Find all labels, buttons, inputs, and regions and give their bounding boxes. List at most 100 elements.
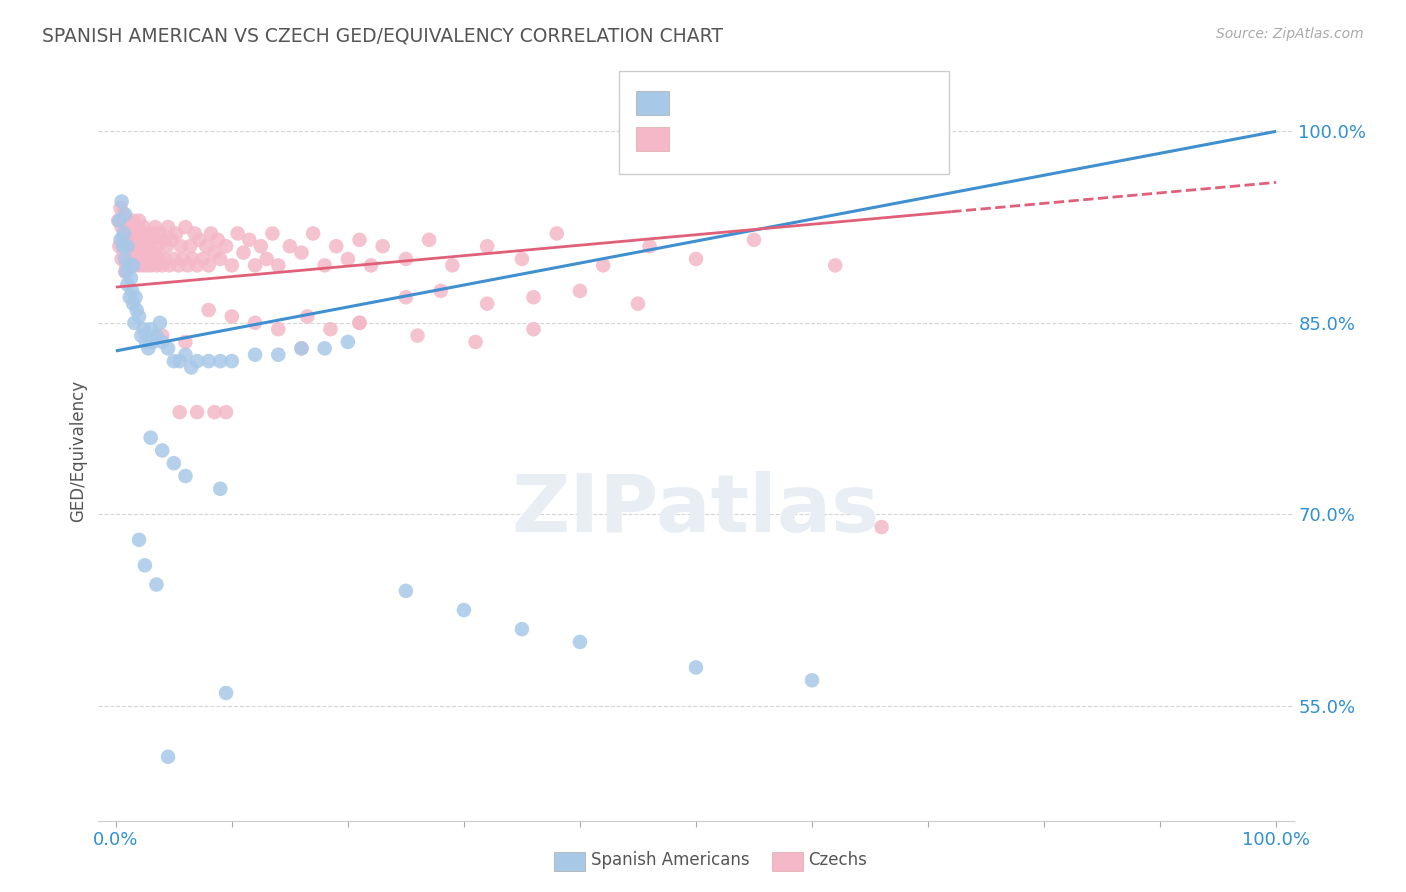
Point [117, 259, 139, 273]
Point [139, 431, 162, 445]
Point [191, 252, 214, 266]
Point [441, 259, 464, 273]
Point [165, 227, 187, 241]
Point [360, 259, 382, 273]
Point [418, 233, 440, 247]
Point [475, 239, 498, 253]
Point [152, 233, 174, 247]
Point [125, 220, 148, 235]
Point [150, 443, 173, 458]
Text: 0.169: 0.169 [718, 98, 775, 116]
Point [134, 558, 156, 573]
Point [139, 259, 162, 273]
Point [139, 322, 162, 336]
Point [314, 259, 336, 273]
Point [200, 227, 222, 241]
Point [160, 233, 183, 247]
Point [118, 252, 141, 266]
Point [592, 259, 614, 273]
Point [131, 328, 153, 343]
Point [134, 233, 156, 247]
Point [157, 259, 180, 273]
Point [429, 284, 451, 298]
Point [278, 239, 301, 253]
Point [568, 284, 591, 298]
Point [395, 252, 418, 266]
Point [169, 405, 191, 419]
Point [209, 482, 232, 496]
Point [349, 316, 371, 330]
Point [267, 322, 290, 336]
Point [117, 227, 139, 241]
Text: Source: ZipAtlas.com: Source: ZipAtlas.com [1216, 27, 1364, 41]
Point [132, 220, 155, 235]
Point [150, 259, 173, 273]
Text: N =: N = [769, 134, 821, 152]
Point [148, 252, 170, 266]
Point [124, 245, 146, 260]
Point [221, 310, 243, 324]
Point [801, 673, 824, 688]
Point [243, 259, 266, 273]
Point [145, 328, 167, 343]
Point [180, 360, 202, 375]
Point [349, 316, 371, 330]
Point [395, 583, 418, 598]
Point [114, 252, 136, 266]
Point [118, 220, 141, 235]
Point [181, 252, 204, 266]
Point [250, 239, 273, 253]
Point [243, 316, 266, 330]
Point [117, 245, 139, 260]
Point [128, 252, 150, 266]
Text: R =: R = [679, 98, 718, 116]
Point [120, 259, 142, 273]
Point [290, 342, 312, 356]
Point [150, 328, 173, 343]
Point [114, 265, 136, 279]
Point [226, 227, 249, 241]
Point [169, 354, 191, 368]
Point [186, 405, 208, 419]
Point [522, 290, 544, 304]
Point [111, 220, 134, 235]
Text: Czechs: Czechs [808, 851, 868, 869]
Point [167, 259, 190, 273]
Point [108, 239, 131, 253]
Point [336, 334, 359, 349]
Point [115, 265, 138, 279]
Point [204, 405, 226, 419]
Point [135, 334, 157, 349]
Point [163, 354, 186, 368]
Point [124, 233, 146, 247]
Point [197, 259, 219, 273]
Point [122, 259, 145, 273]
Point [138, 239, 160, 253]
Point [475, 296, 498, 310]
Point [267, 348, 290, 362]
Point [111, 233, 134, 247]
Point [111, 239, 134, 253]
Point [143, 245, 166, 260]
Point [145, 577, 167, 591]
Point [546, 227, 568, 241]
Point [685, 252, 707, 266]
Point [124, 290, 146, 304]
Point [238, 233, 260, 247]
Point [174, 469, 197, 483]
Point [163, 252, 186, 266]
Point [107, 213, 129, 227]
Point [395, 290, 418, 304]
Point [136, 227, 159, 241]
Point [128, 213, 150, 227]
Point [122, 213, 145, 227]
Point [157, 220, 180, 235]
Text: 59: 59 [813, 98, 838, 116]
Text: R =: R = [679, 134, 718, 152]
Point [179, 239, 201, 253]
Text: ZIPatlas: ZIPatlas [512, 471, 880, 549]
Point [638, 239, 661, 253]
Point [122, 239, 145, 253]
Point [149, 227, 172, 241]
Point [232, 245, 254, 260]
